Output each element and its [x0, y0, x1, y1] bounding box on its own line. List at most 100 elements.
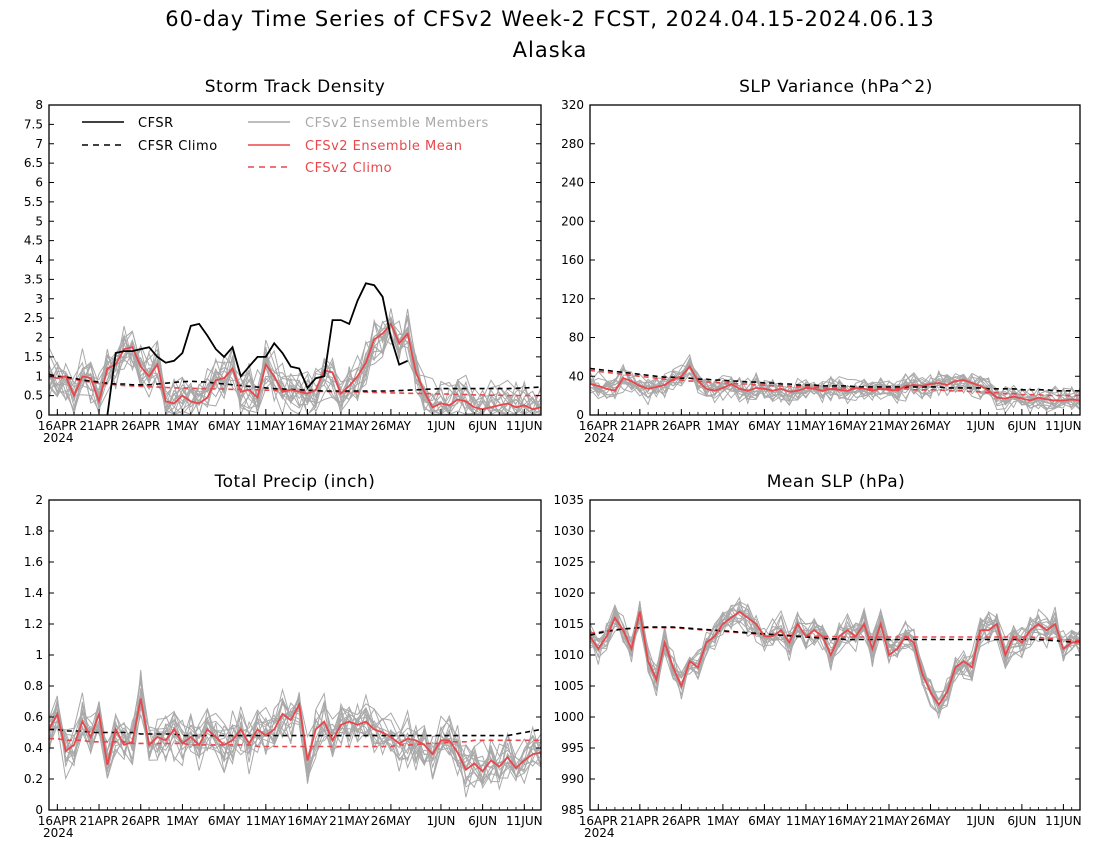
figure-subtitle: Alaska	[513, 38, 588, 62]
y-tick-label: 985	[561, 803, 584, 817]
plot-area	[49, 282, 541, 415]
y-tick-label: 1.4	[24, 586, 43, 600]
y-tick-label: 6.5	[24, 156, 43, 170]
x-tick-label: 21MAY	[329, 814, 370, 828]
y-tick-label: 2	[35, 331, 43, 345]
y-tick-label: 320	[561, 98, 584, 112]
series-ensemble-mean	[590, 610, 1080, 707]
y-tick-label: 1020	[553, 586, 584, 600]
x-tick-label: 11MAY	[786, 814, 827, 828]
y-tick-label: 1.2	[24, 617, 43, 631]
panel-title: Mean SLP (hPa)	[767, 472, 906, 492]
x-year-label: 2024	[584, 826, 615, 840]
series-cfsr-climo	[49, 728, 541, 737]
x-tick-label: 1JUN	[966, 419, 995, 433]
x-tick-label: 26APR	[662, 814, 701, 828]
x-tick-label: 11JUN	[506, 814, 543, 828]
y-tick-label: 990	[561, 772, 584, 786]
plot-area	[590, 596, 1080, 720]
y-tick-label: 0.6	[24, 710, 43, 724]
y-tick-label: 1035	[553, 493, 584, 507]
series-ensemble-member	[49, 321, 541, 415]
series-ensemble-member	[49, 318, 541, 415]
x-tick-label: 16APR	[38, 814, 77, 828]
y-tick-label: 1	[35, 369, 43, 383]
x-tick-label: 6JUN	[468, 814, 497, 828]
series-ensemble-mean	[49, 322, 541, 411]
x-tick-label: 26MAY	[371, 419, 412, 433]
x-tick-label: 21MAY	[869, 419, 910, 433]
y-tick-label: 1005	[553, 679, 584, 693]
x-tick-label: 11JUN	[506, 419, 543, 433]
plot-frame	[48, 499, 542, 811]
y-tick-label: 4.5	[24, 234, 43, 248]
series-ensemble-mean	[49, 698, 541, 773]
x-tick-label: 16MAY	[827, 814, 868, 828]
x-tick-label: 26MAY	[371, 814, 412, 828]
plot-frame	[48, 104, 542, 416]
x-year-label: 2024	[43, 431, 74, 445]
y-tick-label: 0.2	[24, 772, 43, 786]
x-tick-label: 1MAY	[707, 814, 740, 828]
x-tick-label: 26MAY	[910, 419, 951, 433]
y-tick-label: 1010	[553, 648, 584, 662]
x-tick-label: 11MAY	[786, 419, 827, 433]
y-tick-label: 1000	[553, 710, 584, 724]
y-tick-label: 1025	[553, 555, 584, 569]
panel-storm-track-density: Storm Track Density CFSR CFSR Climo CFSv…	[24, 77, 543, 445]
x-tick-label: 21APR	[620, 814, 659, 828]
legend-members-label: CFSv2 Ensemble Members	[305, 116, 489, 131]
series-cfsr-climo	[49, 373, 541, 392]
y-tick-label: 4	[35, 253, 43, 267]
y-tick-label: 80	[569, 331, 584, 345]
y-tick-label: 2	[35, 493, 43, 507]
y-tick-label: 240	[561, 176, 584, 190]
x-tick-label: 1MAY	[166, 814, 199, 828]
y-tick-label: 5	[35, 214, 43, 228]
y-tick-label: 200	[561, 214, 584, 228]
x-tick-label: 11MAY	[246, 814, 287, 828]
x-tick-label: 11MAY	[246, 419, 287, 433]
series-ensemble-member	[49, 693, 541, 789]
y-tick-label: 1.6	[24, 555, 43, 569]
series-ensemble-member	[49, 317, 541, 415]
figure-title: 60-day Time Series of CFSv2 Week-2 FCST,…	[165, 7, 934, 31]
legend-cfsv2-climo-label: CFSv2 Climo	[305, 161, 392, 176]
series-cfsr-climo	[590, 626, 1080, 644]
x-tick-label: 6JUN	[1007, 814, 1036, 828]
x-tick-label: 26APR	[121, 814, 160, 828]
panel-title: Storm Track Density	[205, 77, 386, 97]
plot-frame	[589, 104, 1081, 416]
x-tick-label: 11JUN	[1045, 419, 1082, 433]
legend-cfsr-climo-label: CFSR Climo	[138, 139, 218, 154]
x-tick-label: 1JUN	[426, 814, 455, 828]
panel-title: Total Precip (inch)	[214, 472, 376, 492]
x-tick-label: 6JUN	[1007, 419, 1036, 433]
x-tick-label: 16APR	[579, 814, 618, 828]
y-tick-label: 120	[561, 292, 584, 306]
y-tick-label: 0.8	[24, 679, 43, 693]
x-tick-label: 6MAY	[208, 419, 241, 433]
x-tick-label: 1MAY	[166, 419, 199, 433]
series-ensemble-member	[49, 680, 541, 781]
y-tick-label: 3.5	[24, 272, 43, 286]
series-ensemble-mean	[590, 365, 1080, 402]
x-tick-label: 21MAY	[329, 419, 370, 433]
x-tick-label: 16APR	[38, 419, 77, 433]
x-tick-label: 6JUN	[468, 419, 497, 433]
legend: CFSR CFSR Climo CFSv2 Ensemble Members C…	[82, 116, 489, 176]
x-year-label: 2024	[584, 431, 615, 445]
x-year-label: 2024	[43, 826, 74, 840]
y-tick-label: 1030	[553, 524, 584, 538]
y-tick-label: 40	[569, 369, 584, 383]
y-tick-label: 8	[35, 98, 43, 112]
x-tick-label: 16APR	[579, 419, 618, 433]
y-tick-label: 0	[35, 408, 43, 422]
y-tick-label: 160	[561, 253, 584, 267]
series-cfsr-climo	[590, 367, 1080, 392]
x-tick-label: 6MAY	[748, 419, 781, 433]
x-tick-label: 26APR	[662, 419, 701, 433]
x-tick-label: 26MAY	[910, 814, 951, 828]
x-tick-label: 11JUN	[1045, 814, 1082, 828]
y-tick-label: 7	[35, 137, 43, 151]
